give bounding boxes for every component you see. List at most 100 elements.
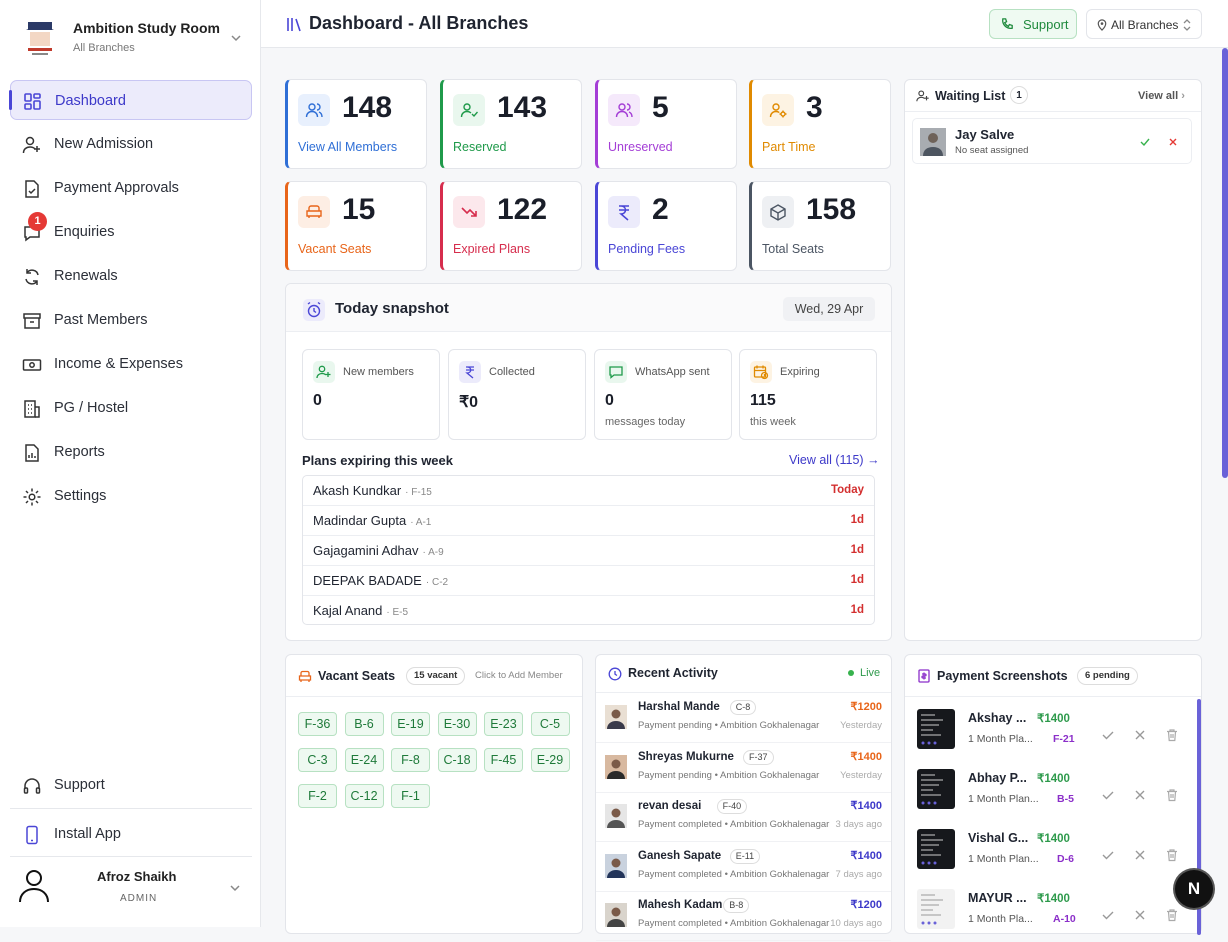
check-icon[interactable]: [1101, 908, 1115, 922]
nav-support[interactable]: Support: [10, 765, 252, 805]
snapshot-header: Today snapshot Wed, 29 Apr: [286, 284, 891, 332]
expiring-row[interactable]: Madindar Gupta · A-1 1d: [303, 506, 874, 536]
waiting-list: Waiting List 1 View all › Jay Salve No s…: [904, 79, 1202, 641]
stat-vacant-seats[interactable]: 15 Vacant Seats: [285, 181, 427, 271]
payment-screenshot-thumbnail[interactable]: [917, 889, 955, 929]
expiring-view-all-link[interactable]: View all (115) →: [789, 453, 880, 467]
next-dev-badge[interactable]: N: [1175, 870, 1213, 908]
payment-screenshot-thumbnail[interactable]: [917, 829, 955, 869]
seat-chip[interactable]: E-23: [484, 712, 523, 736]
check-icon[interactable]: [1101, 788, 1115, 802]
seat-chip[interactable]: C-3: [298, 748, 337, 772]
sidebar: Ambition Study Room All Branches Dashboa…: [0, 0, 261, 927]
close-icon[interactable]: [1133, 908, 1147, 922]
nav-enquiries[interactable]: 1 Enquiries: [10, 212, 252, 252]
user-plus-icon: [916, 90, 929, 102]
snapshot-tile-collected[interactable]: Collected ₹0: [448, 349, 586, 440]
activity-row[interactable]: Mahesh Kadam B-8 Payment completed • Amb…: [596, 891, 891, 941]
avatar[interactable]: [18, 868, 50, 904]
seat-chip[interactable]: E-30: [437, 712, 477, 736]
payment-row[interactable]: Akshay ... ₹1400 1 Month Pla... F-21: [913, 702, 1193, 762]
payment-row[interactable]: Vishal G... ₹1400 1 Month Plan... D-6: [913, 822, 1193, 882]
check-icon[interactable]: [1101, 848, 1115, 862]
stat-unreserved[interactable]: 5 Unreserved: [595, 79, 737, 169]
trash-icon[interactable]: [1165, 908, 1179, 922]
expiring-row[interactable]: Akash Kundkar · F-15 Today: [303, 476, 874, 506]
nav-income-expenses[interactable]: Income & Expenses: [10, 344, 252, 384]
install-app-button[interactable]: Install App: [10, 814, 252, 854]
activity-row[interactable]: Ganesh Sapate E-11 Payment completed • A…: [596, 842, 891, 892]
avatar: [920, 128, 946, 156]
snapshot-tile-new-members[interactable]: New members 0: [302, 349, 440, 440]
activity-row[interactable]: revan desai F-40 Payment completed • Amb…: [596, 792, 891, 842]
stat-pending-fees[interactable]: 2 Pending Fees: [595, 181, 737, 271]
nav-pg-hostel[interactable]: PG / Hostel: [10, 388, 252, 428]
snapshot-tile-whatsapp[interactable]: WhatsApp sent 0 messages today: [594, 349, 732, 440]
stat-label: Total Seats: [762, 242, 824, 256]
close-icon[interactable]: [1133, 848, 1147, 862]
brand-subtitle: All Branches: [73, 42, 135, 54]
seat-chip[interactable]: F-2: [298, 784, 337, 808]
nav-past-members[interactable]: Past Members: [10, 300, 252, 340]
check-icon[interactable]: [1139, 136, 1151, 148]
expiring-row[interactable]: DEEPAK BADADE · C-2 1d: [303, 566, 874, 596]
stat-members[interactable]: 148 View All Members: [285, 79, 427, 169]
expiring-row[interactable]: Gajagamini Adhav · A-9 1d: [303, 536, 874, 566]
building-icon: [24, 400, 40, 418]
stat-expired-plans[interactable]: 122 Expired Plans: [440, 181, 582, 271]
seat-code: F-40: [716, 799, 748, 814]
seat-chip[interactable]: C-18: [437, 748, 477, 772]
seat-chip[interactable]: F-8: [391, 748, 430, 772]
close-icon[interactable]: [1133, 728, 1147, 742]
snapshot-tile-expiring[interactable]: Expiring 115 this week: [739, 349, 877, 440]
seat-chip[interactable]: B-6: [344, 712, 384, 736]
activity-row[interactable]: Harshal Mande C-8 Payment pending • Ambi…: [596, 693, 891, 743]
chevron-updown-icon: [1183, 19, 1191, 31]
seat-chip[interactable]: E-19: [391, 712, 430, 736]
seat-chip[interactable]: E-29: [530, 748, 570, 772]
nav-dashboard[interactable]: Dashboard: [9, 80, 252, 120]
expiring-row[interactable]: Kajal Anand · E-5 1d: [303, 596, 874, 626]
stat-total-seats[interactable]: 158 Total Seats: [749, 181, 891, 271]
headphones-icon: [23, 778, 41, 794]
branch-switcher[interactable]: Ambition Study Room All Branches: [10, 10, 250, 70]
payment-screenshot-thumbnail[interactable]: [917, 769, 955, 809]
payment-screenshots-panel: Payment Screenshots 6 pending Akshay ...…: [904, 654, 1202, 935]
trash-icon[interactable]: [1165, 728, 1179, 742]
payment-row[interactable]: MAYUR ... ₹1400 1 Month Pla... A-10: [913, 882, 1193, 942]
waiting-view-all-link[interactable]: View all ›: [1138, 90, 1185, 102]
nav-payment-approvals[interactable]: Payment Approvals: [10, 168, 252, 208]
seat-chip[interactable]: F-45: [484, 748, 523, 772]
nav-settings[interactable]: Settings: [10, 476, 252, 516]
stat-part-time[interactable]: 3 Part Time: [749, 79, 891, 169]
trash-icon[interactable]: [1165, 848, 1179, 862]
activity-sub: Payment completed • Ambition Gokhalenaga…: [638, 918, 830, 929]
close-icon[interactable]: [1167, 136, 1179, 148]
payment-amount: ₹1400: [1037, 833, 1070, 845]
waiting-item[interactable]: Jay Salve No seat assigned: [912, 118, 1192, 164]
seat-chip[interactable]: F-1: [391, 784, 430, 808]
stat-reserved[interactable]: 143 Reserved: [440, 79, 582, 169]
payment-screenshot-thumbnail[interactable]: [917, 709, 955, 749]
close-icon[interactable]: [1133, 788, 1147, 802]
page-scrollbar[interactable]: [1222, 48, 1228, 478]
nav-label: Past Members: [54, 312, 148, 328]
support-button[interactable]: Support: [989, 9, 1077, 39]
nav-new-admission[interactable]: New Admission: [10, 124, 252, 164]
days-left: Today: [830, 484, 864, 496]
seat-chip[interactable]: F-36: [298, 712, 337, 736]
live-indicator: Live: [848, 667, 880, 679]
nav-label: Reports: [54, 444, 105, 460]
seat-chip[interactable]: C-5: [530, 712, 570, 736]
trash-icon[interactable]: [1165, 788, 1179, 802]
check-icon[interactable]: [1101, 728, 1115, 742]
chevron-down-icon[interactable]: [227, 880, 243, 896]
seat-chip[interactable]: E-24: [344, 748, 384, 772]
payment-row[interactable]: Abhay P... ₹1400 1 Month Plan... B-5: [913, 762, 1193, 822]
nav-renewals[interactable]: Renewals: [10, 256, 252, 296]
nav-reports[interactable]: Reports: [10, 432, 252, 472]
activity-row[interactable]: Shreyas Mukurne F-37 Payment pending • A…: [596, 743, 891, 793]
payments-scrollbar[interactable]: [1197, 699, 1201, 935]
branch-select[interactable]: All Branches: [1086, 9, 1202, 39]
seat-chip[interactable]: C-12: [344, 784, 384, 808]
